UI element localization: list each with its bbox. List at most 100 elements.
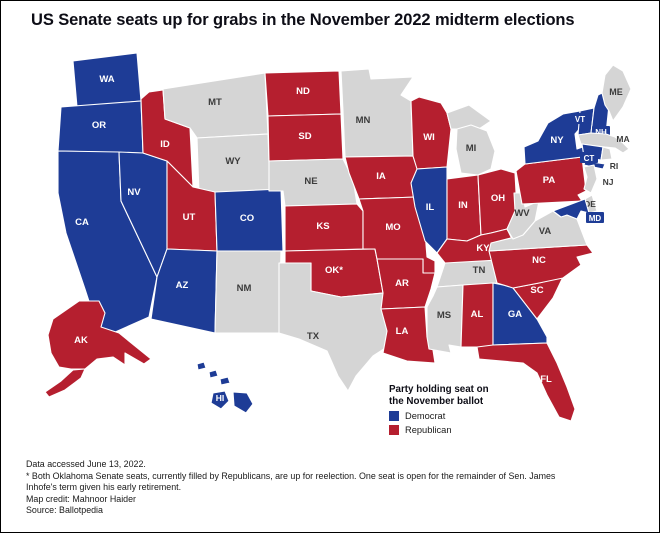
legend-item-democrat: Democrat [389,411,521,422]
state-NJ: NJ [583,164,614,194]
state-ND: ND [264,70,342,117]
state-label-WA: WA [99,74,114,85]
state-label-OK: OK* [325,265,343,276]
state-label-MD: MD [589,214,602,223]
state-IA: IA [344,155,422,200]
state-label-SC: SC [530,285,543,296]
state-label-TX: TX [307,331,320,342]
state-label-MA: MA [616,134,629,144]
state-shape-AK [44,368,86,398]
state-label-OH: OH [491,193,505,204]
state-label-MT: MT [208,97,222,108]
state-shape-NC [488,244,594,289]
data-accessed-note: Data accessed June 13, 2022. [26,459,146,469]
state-label-UT: UT [183,212,196,223]
state-label-chip-VT [571,113,589,124]
page-title: US Senate seats up for grabs in the Nove… [31,11,575,29]
state-label-DE: DE [584,199,596,209]
state-label-ID: ID [160,139,170,150]
source-note: Source: Ballotpedia [26,505,103,516]
state-RI: RI [600,146,619,171]
state-label-CO: CO [240,213,254,224]
state-WI: WI [410,96,452,170]
state-label-IL: IL [426,202,435,213]
state-label-LA: LA [396,326,409,337]
state-AZ: AZ [150,248,218,334]
state-label-CT: CT [584,154,595,163]
oklahoma-footnote: * Both Oklahoma Senate seats, currently … [26,470,556,493]
state-label-OR: OR [92,120,106,131]
state-label-NC: NC [532,255,546,266]
state-MN: MN [340,68,414,158]
state-label-AZ: AZ [176,280,189,291]
state-shape-AZ [150,248,218,334]
state-label-NE: NE [304,176,317,187]
state-label-AL: AL [471,309,484,320]
state-label-MS: MS [437,310,451,321]
map-credit: Map credit: Mahnoor Haider [26,493,137,504]
state-TX: TX [278,262,394,392]
state-shape-AK [47,300,152,370]
state-label-KS: KS [316,221,329,232]
state-FL: FL [476,342,576,422]
state-MS: MS [426,284,464,354]
state-shape-HI [219,376,231,386]
state-shape-HI [196,361,207,371]
state-CT: CT [580,143,604,163]
state-shape-MD [552,198,590,220]
state-label-ND: ND [296,86,310,97]
state-label-HI: HI [216,393,225,403]
state-KS: KS [284,203,364,252]
state-HI: HI [196,361,254,414]
state-label-NH: NH [595,128,607,137]
state-label-MN: MN [356,115,371,126]
state-label-FL: FL [540,374,552,385]
state-label-NM: NM [237,283,252,294]
state-label-CA: CA [75,217,89,228]
state-label-MI: MI [466,143,477,154]
legend-items: Democrat Republican [389,411,521,436]
state-label-KY: KY [476,243,490,254]
legend-swatch-republican [389,425,399,436]
state-label-AK: AK [74,335,88,346]
state-WY: WY [196,133,271,195]
state-shape-CO [214,188,284,252]
state-WA: WA [72,52,142,108]
legend-label-democrat: Democrat [405,411,446,422]
footer-notes: Data accessed June 13, 2022. * Both Okla… [26,459,586,517]
state-VT: VT [571,107,595,136]
state-MI: MI [446,104,496,176]
state-NC: NC [488,244,594,289]
state-AK: AK [44,300,152,398]
state-shape-FL [476,342,576,422]
state-label-chip-MD [586,212,604,223]
state-label-AR: AR [395,278,409,289]
state-label-chip-CT [580,152,598,163]
state-label-SD: SD [298,131,311,142]
state-label-TN: TN [473,265,486,276]
state-IN: IN [446,174,482,242]
state-ME: ME [601,64,632,122]
state-shape-HI [232,391,254,414]
state-OR: OR [57,100,144,154]
state-label-IA: IA [376,171,386,182]
state-label-WY: WY [225,156,241,167]
state-shape-MI [455,124,496,176]
state-label-GA: GA [508,309,522,320]
legend: Party holding seat on the November ballo… [389,384,521,436]
state-label-VT: VT [575,115,585,124]
legend-item-republican: Republican [389,425,521,436]
state-shape-HI [210,390,230,410]
state-label-IN: IN [458,200,468,211]
state-shape-TX [278,262,394,392]
state-label-PA: PA [543,175,556,186]
legend-title: Party holding seat on the November ballo… [389,384,489,407]
state-label-WI: WI [423,132,435,143]
state-shape-RI [600,146,613,161]
state-label-MO: MO [385,222,400,233]
state-label-NV: NV [127,187,141,198]
state-shape-ME [601,64,632,122]
state-label-RI: RI [610,161,619,171]
